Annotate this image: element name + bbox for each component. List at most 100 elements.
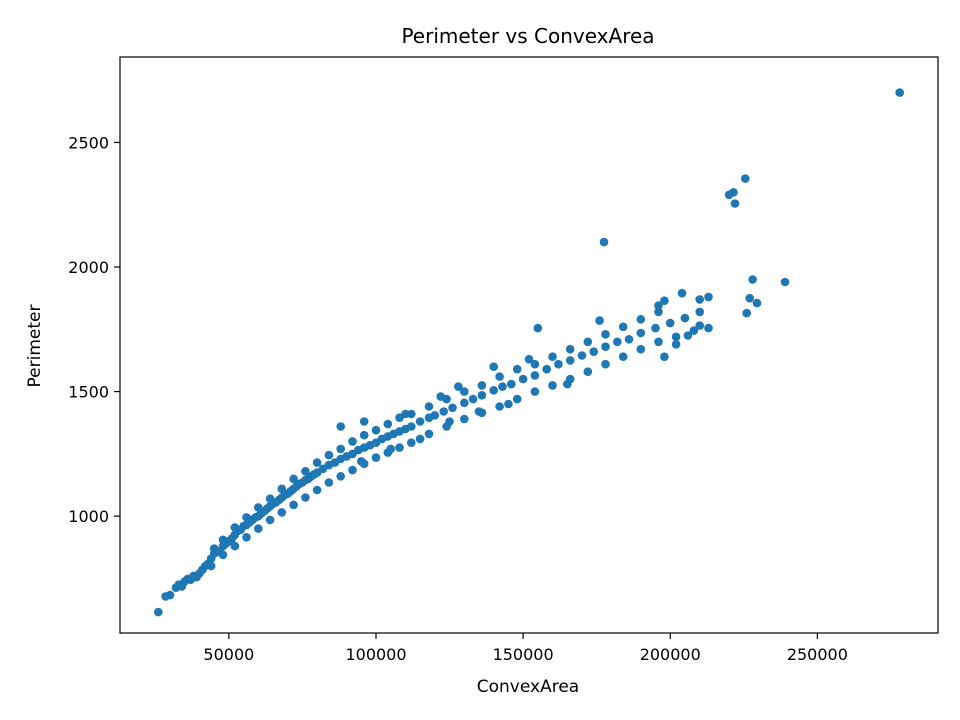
data-point bbox=[230, 541, 240, 551]
data-point bbox=[636, 328, 646, 338]
data-point bbox=[507, 379, 516, 389]
data-point bbox=[348, 465, 357, 475]
y-tick-label: 2000 bbox=[68, 258, 109, 277]
data-point bbox=[289, 500, 298, 510]
data-point bbox=[265, 494, 275, 504]
data-point bbox=[742, 308, 751, 318]
data-point bbox=[660, 296, 669, 306]
data-point bbox=[565, 344, 575, 354]
data-point bbox=[512, 364, 522, 374]
points-layer bbox=[154, 88, 904, 617]
data-point bbox=[654, 301, 663, 310]
data-point bbox=[415, 417, 425, 426]
data-point bbox=[407, 422, 416, 431]
data-point bbox=[253, 503, 263, 512]
data-point bbox=[695, 321, 704, 330]
data-point bbox=[386, 444, 396, 454]
data-point bbox=[577, 351, 587, 360]
axes-layer: 50000 100000 150000 200000 250000 1000 1500 200… bbox=[68, 56, 939, 664]
data-point bbox=[242, 533, 251, 542]
data-point bbox=[704, 292, 713, 302]
data-point bbox=[468, 394, 478, 404]
y-tick-label: 2500 bbox=[68, 133, 109, 152]
data-point bbox=[424, 402, 434, 411]
data-point bbox=[371, 453, 381, 462]
data-point bbox=[530, 387, 540, 396]
x-tick-label: 150000 bbox=[493, 645, 554, 664]
data-point bbox=[565, 356, 575, 365]
plot-frame bbox=[119, 56, 939, 634]
data-point bbox=[524, 354, 534, 364]
data-point bbox=[253, 524, 263, 533]
data-point bbox=[357, 457, 366, 466]
data-point bbox=[518, 374, 528, 384]
data-point bbox=[613, 337, 622, 347]
data-point bbox=[665, 318, 675, 328]
data-point bbox=[359, 417, 369, 426]
data-point bbox=[395, 443, 404, 452]
data-point bbox=[218, 535, 228, 545]
data-point bbox=[474, 407, 484, 416]
data-point bbox=[206, 561, 216, 571]
data-point bbox=[301, 493, 310, 502]
data-point bbox=[730, 199, 740, 208]
data-point bbox=[504, 399, 513, 409]
data-point bbox=[289, 474, 298, 484]
data-point bbox=[495, 372, 504, 381]
data-point bbox=[336, 422, 346, 431]
data-point bbox=[599, 237, 609, 247]
data-point bbox=[651, 323, 660, 333]
data-point bbox=[530, 371, 540, 380]
data-point bbox=[448, 403, 457, 413]
data-point bbox=[601, 330, 610, 339]
data-point bbox=[454, 382, 463, 391]
data-point bbox=[618, 322, 628, 332]
data-point bbox=[489, 362, 499, 372]
data-point bbox=[495, 402, 504, 411]
data-point bbox=[301, 467, 310, 476]
data-point bbox=[165, 590, 175, 600]
data-point bbox=[218, 550, 228, 560]
data-point bbox=[477, 391, 487, 400]
x-tick-label: 50000 bbox=[203, 645, 254, 664]
data-point bbox=[324, 478, 334, 487]
chart-title: Perimeter vs ConvexArea bbox=[401, 24, 654, 48]
data-point bbox=[689, 326, 699, 335]
x-axis-title: ConvexArea bbox=[477, 677, 579, 697]
data-point bbox=[498, 382, 507, 391]
data-point bbox=[554, 359, 563, 369]
data-point bbox=[729, 188, 738, 197]
data-point bbox=[415, 434, 425, 444]
data-point bbox=[671, 340, 681, 349]
data-point bbox=[704, 323, 713, 333]
data-point bbox=[359, 430, 369, 440]
data-point bbox=[277, 484, 287, 494]
data-point bbox=[154, 607, 163, 617]
data-point bbox=[348, 437, 357, 446]
data-point bbox=[583, 337, 593, 347]
data-point bbox=[312, 485, 322, 495]
data-point bbox=[780, 277, 790, 287]
data-point bbox=[601, 342, 610, 352]
y-axis-title: Perimeter bbox=[25, 305, 45, 388]
data-point bbox=[542, 364, 551, 374]
data-point bbox=[671, 332, 681, 342]
data-point bbox=[636, 344, 646, 354]
data-point bbox=[430, 411, 440, 420]
data-point bbox=[324, 450, 334, 460]
data-point bbox=[563, 379, 572, 389]
data-point bbox=[530, 359, 540, 369]
data-point bbox=[460, 414, 469, 424]
y-tick-label: 1500 bbox=[68, 383, 109, 402]
data-point bbox=[654, 337, 663, 347]
data-point bbox=[401, 409, 410, 419]
data-point bbox=[489, 386, 499, 395]
data-point bbox=[383, 419, 393, 429]
data-point bbox=[512, 394, 522, 404]
data-point bbox=[424, 429, 434, 439]
data-point bbox=[230, 523, 240, 532]
data-point bbox=[548, 352, 557, 362]
data-point bbox=[695, 295, 704, 304]
data-point bbox=[624, 335, 634, 344]
